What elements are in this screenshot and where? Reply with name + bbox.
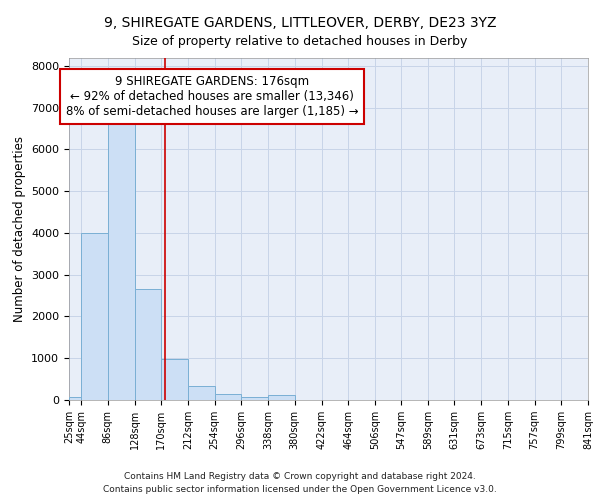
- Bar: [215, 394, 241, 400]
- Text: Size of property relative to detached houses in Derby: Size of property relative to detached ho…: [133, 35, 467, 48]
- Bar: [108, 124, 134, 400]
- Bar: [134, 290, 161, 400]
- Bar: [81, 233, 108, 400]
- Bar: [268, 396, 295, 400]
- Text: Contains public sector information licensed under the Open Government Licence v3: Contains public sector information licen…: [103, 485, 497, 494]
- Bar: [69, 398, 81, 400]
- Text: 9, SHIREGATE GARDENS, LITTLEOVER, DERBY, DE23 3YZ: 9, SHIREGATE GARDENS, LITTLEOVER, DERBY,…: [104, 16, 496, 30]
- Bar: [161, 360, 188, 400]
- Bar: [188, 386, 215, 400]
- Bar: [241, 396, 268, 400]
- Text: Contains HM Land Registry data © Crown copyright and database right 2024.: Contains HM Land Registry data © Crown c…: [124, 472, 476, 481]
- Y-axis label: Number of detached properties: Number of detached properties: [13, 136, 26, 322]
- Text: 9 SHIREGATE GARDENS: 176sqm
← 92% of detached houses are smaller (13,346)
8% of : 9 SHIREGATE GARDENS: 176sqm ← 92% of det…: [66, 75, 358, 118]
